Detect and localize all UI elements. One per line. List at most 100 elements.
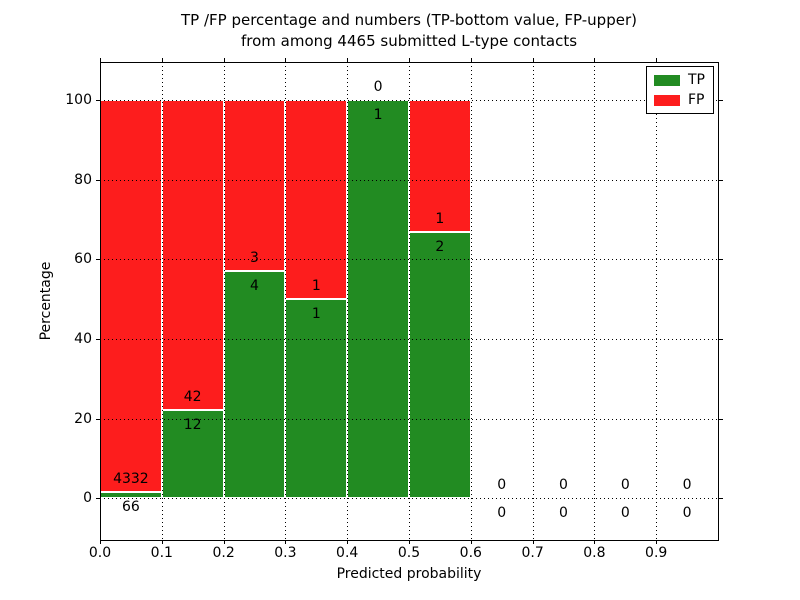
fp-count-label: 0 bbox=[373, 78, 383, 95]
grid-line-x bbox=[470, 62, 472, 540]
grid-line-x bbox=[656, 62, 658, 540]
fp-count-label: 0 bbox=[682, 477, 692, 494]
x-tick-mark bbox=[409, 540, 410, 544]
x-tick-mark-top bbox=[470, 58, 472, 62]
tp-count-label: 1 bbox=[311, 306, 321, 322]
x-tick-mark-top bbox=[161, 58, 163, 62]
x-tick-mark-top bbox=[594, 58, 596, 62]
y-tick-label: 60 bbox=[74, 251, 92, 268]
y-tick-mark-right bbox=[719, 99, 723, 101]
y-tick-mark-right bbox=[719, 498, 723, 500]
y-tick-mark bbox=[96, 259, 100, 261]
x-tick-label: 0.6 bbox=[459, 545, 482, 561]
grid-line-x bbox=[285, 62, 287, 540]
fp-count-label: 4332 bbox=[113, 471, 149, 488]
x-tick-mark-top bbox=[656, 58, 658, 62]
x-tick-mark bbox=[223, 540, 225, 544]
x-tick-label: 0.5 bbox=[397, 545, 421, 561]
y-tick-label: 0 bbox=[83, 490, 92, 507]
tp-legend-swatch bbox=[654, 74, 680, 86]
bar-segment-fp bbox=[409, 99, 471, 233]
bar-segment-fp bbox=[100, 99, 162, 493]
x-tick-mark-top bbox=[285, 58, 287, 62]
fp-count-label: 0 bbox=[559, 477, 568, 494]
x-tick-label: 0.0 bbox=[88, 545, 112, 561]
x-tick-label: 0.4 bbox=[336, 545, 359, 561]
fp-legend-swatch bbox=[654, 94, 680, 106]
x-tick-mark-top bbox=[532, 58, 534, 62]
bar-segment-tp bbox=[161, 409, 224, 499]
y-tick-mark-right bbox=[719, 418, 723, 420]
x-tick-label: 0.2 bbox=[212, 545, 235, 561]
legend: TP FP bbox=[646, 66, 714, 114]
x-tick-label: 0.1 bbox=[150, 545, 173, 561]
x-tick-mark bbox=[285, 540, 287, 544]
fp-count-label: 3 bbox=[250, 249, 259, 266]
fp-count-label: 0 bbox=[620, 477, 630, 494]
fp-count-label: 42 bbox=[183, 388, 202, 405]
tp-count-label: 66 bbox=[121, 499, 140, 516]
x-tick-mark bbox=[100, 540, 101, 544]
y-tick-mark bbox=[96, 498, 100, 500]
y-tick-label: 80 bbox=[74, 171, 92, 188]
tp-count-label: 0 bbox=[620, 505, 630, 522]
y-tick-mark bbox=[96, 99, 100, 101]
x-tick-label: 0.7 bbox=[521, 545, 544, 561]
fp-legend-label: FP bbox=[688, 92, 705, 108]
tp-count-label: 2 bbox=[435, 239, 445, 256]
tp-count-label: 12 bbox=[183, 416, 202, 433]
x-tick-label: 0.8 bbox=[583, 545, 606, 561]
y-tick-mark-right bbox=[719, 259, 723, 261]
fp-count-label: 1 bbox=[435, 211, 445, 228]
bar-segment-fp bbox=[161, 99, 224, 410]
bar-segment-tp bbox=[347, 99, 409, 499]
grid-line-x bbox=[161, 62, 163, 540]
x-tick-label: 0.3 bbox=[274, 545, 297, 561]
bar-segment-tp bbox=[223, 270, 286, 499]
tp-count-label: 0 bbox=[682, 505, 692, 522]
y-tick-mark bbox=[96, 338, 100, 340]
tp-count-label: 0 bbox=[497, 505, 507, 522]
y-tick-mark bbox=[96, 179, 100, 181]
x-tick-mark bbox=[161, 540, 163, 544]
grid-line-x bbox=[532, 62, 534, 540]
y-axis-label: Percentage bbox=[38, 261, 54, 341]
bar-segment-fp bbox=[223, 99, 286, 271]
x-tick-mark bbox=[470, 540, 472, 544]
fp-count-label: 0 bbox=[497, 477, 507, 494]
bar-segment-tp bbox=[409, 232, 471, 499]
x-tick-mark bbox=[594, 540, 596, 544]
y-tick-label: 20 bbox=[74, 410, 92, 427]
x-tick-label: 0.9 bbox=[645, 545, 668, 561]
tp-count-label: 4 bbox=[250, 277, 259, 294]
x-tick-mark-top bbox=[223, 58, 225, 62]
x-tick-mark-top bbox=[347, 58, 349, 62]
tp-legend-label: TP bbox=[688, 72, 705, 88]
tp-count-label: 1 bbox=[373, 106, 383, 123]
y-tick-label: 40 bbox=[74, 330, 92, 347]
chart-title-line1: TP /FP percentage and numbers (TP-bottom… bbox=[181, 11, 637, 29]
x-tick-mark-top bbox=[100, 58, 101, 62]
bar-segment-tp bbox=[285, 299, 348, 499]
x-tick-mark bbox=[656, 540, 658, 544]
legend-item-fp: FP bbox=[654, 93, 706, 107]
chart-title-line2: from among 4465 submitted L-type contact… bbox=[240, 32, 578, 50]
tp-count-label: 0 bbox=[559, 505, 568, 522]
y-tick-label: 100 bbox=[65, 91, 92, 108]
x-tick-mark-top bbox=[409, 58, 410, 62]
grid-line-x bbox=[223, 62, 225, 540]
y-tick-mark-right bbox=[719, 179, 723, 181]
chart-title: TP /FP percentage and numbers (TP-bottom… bbox=[100, 10, 718, 52]
x-axis-label: Predicted probability bbox=[336, 566, 482, 582]
grid-line-x bbox=[594, 62, 596, 540]
y-tick-mark-right bbox=[719, 338, 723, 340]
grid-line-x bbox=[347, 62, 349, 540]
bar-segment-fp bbox=[285, 99, 348, 299]
fp-count-label: 1 bbox=[311, 278, 321, 294]
x-tick-mark bbox=[347, 540, 349, 544]
y-tick-mark bbox=[96, 418, 100, 420]
grid-line-x bbox=[409, 62, 410, 540]
legend-item-tp: TP bbox=[654, 73, 706, 87]
x-tick-mark bbox=[532, 540, 534, 544]
